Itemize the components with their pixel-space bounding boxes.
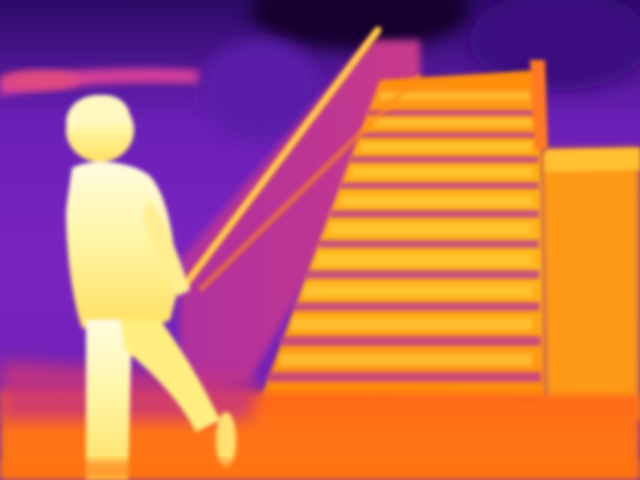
stair-step-highlight xyxy=(305,286,531,297)
stair-side-wall xyxy=(180,40,420,400)
stair-step-shadow xyxy=(292,302,540,311)
stair-step-shadow xyxy=(268,372,542,382)
handrail-highlight xyxy=(183,28,380,287)
stair-step-highlight xyxy=(372,118,532,126)
stair-step-highlight xyxy=(280,354,532,366)
stair-step-shadow xyxy=(368,110,540,116)
stair-step-shadow xyxy=(280,336,542,346)
stair-steps xyxy=(268,110,542,382)
foliage-shadow xyxy=(200,40,320,140)
stair-step-highlights xyxy=(280,92,532,366)
person xyxy=(66,94,236,480)
handrail-lower-edge xyxy=(198,73,422,292)
person-right-foot xyxy=(216,412,236,468)
distant-warm-spot xyxy=(0,70,80,90)
staircase xyxy=(260,70,545,400)
stair-step-shadow xyxy=(305,270,540,279)
stair-step-highlight xyxy=(318,254,530,265)
stair-step-shadow xyxy=(340,182,540,189)
stair-step-highlight xyxy=(330,224,530,234)
person-right-leg xyxy=(120,320,220,432)
person-left-leg xyxy=(86,320,132,480)
right-wall-block xyxy=(540,148,640,420)
stair-step-highlight xyxy=(362,142,532,151)
person-arm xyxy=(142,200,190,296)
stair-step-shadow xyxy=(350,156,540,163)
stair-step-highlight xyxy=(292,318,532,330)
ground-bottom-edge xyxy=(0,460,640,480)
stair-step-highlight xyxy=(342,196,532,206)
stair-step-highlight xyxy=(380,92,530,100)
stair-step-shadow xyxy=(360,132,540,138)
dark-sky-area xyxy=(250,0,470,50)
stair-step-shadow xyxy=(330,210,540,218)
person-cap xyxy=(66,94,131,128)
right-wall-top-edge xyxy=(545,148,640,172)
stair-step-highlight xyxy=(352,168,532,177)
right-post xyxy=(530,60,548,150)
upper-right-shadow xyxy=(470,0,640,90)
stair-step-shadow xyxy=(318,240,540,248)
